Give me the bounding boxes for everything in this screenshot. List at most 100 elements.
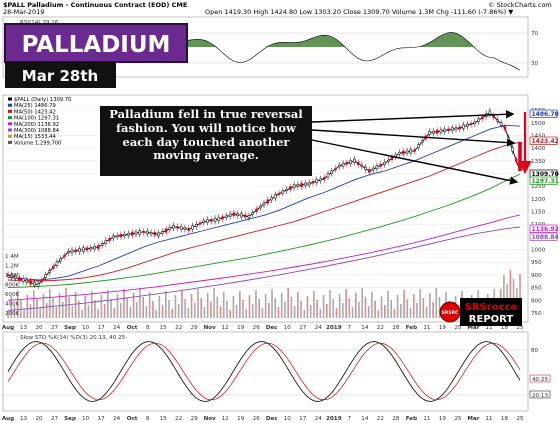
x-tick-label: 28: [392, 325, 400, 331]
volume-bar: [100, 295, 103, 318]
volume-bar: [132, 293, 135, 318]
candle-body: [454, 127, 458, 130]
volume-bar: [319, 309, 322, 318]
candle-body: [97, 245, 100, 249]
volume-bar: [358, 302, 360, 318]
candle-body: [194, 223, 198, 227]
candle-body: [443, 128, 446, 133]
candle-body: [432, 130, 435, 134]
x-tick-label: 18: [501, 325, 509, 331]
x-tick-label: 24: [113, 416, 121, 422]
legend-entry: MA(25) 1486.79: [14, 103, 56, 109]
candle-body: [127, 233, 130, 236]
volume-bar: [16, 291, 19, 318]
candle-body: [21, 278, 25, 282]
candle-body: [112, 235, 115, 239]
candle-body: [104, 240, 108, 244]
candle-body: [300, 182, 303, 187]
x-tick-label: 11: [485, 325, 493, 331]
volume-bar: [309, 305, 312, 318]
volume-bar: [229, 310, 231, 318]
volume-bar: [274, 298, 277, 318]
candle-body: [450, 127, 454, 131]
volume-bar: [107, 290, 109, 318]
candle-body: [496, 119, 499, 122]
moving-average-line: [7, 124, 521, 281]
watermark: © StockCharts.com: [488, 1, 552, 9]
y-tick-label: 1450: [531, 133, 546, 139]
candle-body: [270, 197, 273, 201]
volume-bar: [222, 292, 225, 318]
volume-bar: [409, 308, 412, 318]
candle-body: [304, 182, 307, 186]
logo-badge: SRSRC: [442, 310, 459, 316]
x-tick-label: Oct: [127, 416, 138, 422]
volume-bar: [322, 295, 325, 318]
price-tag: 1297.31: [532, 178, 559, 185]
volume-bar: [438, 297, 441, 318]
volume-bar: [306, 296, 309, 318]
volume-bar: [45, 303, 48, 318]
annotation-box: Palladium fell in true reversal fashion.…: [100, 106, 312, 176]
volume-bar: [261, 308, 264, 318]
candle-body: [123, 233, 126, 237]
candle-body: [511, 147, 514, 152]
volume-bar: [248, 295, 251, 318]
candle-body: [251, 212, 254, 215]
volume-bar: [313, 291, 315, 318]
moving-average-line: [7, 173, 521, 289]
volume-bar: [419, 289, 421, 318]
candle-body: [364, 166, 367, 171]
x-tick-label: 13: [20, 325, 28, 331]
x-tick-label: 27: [51, 416, 59, 422]
candle-body: [74, 249, 78, 253]
volume-bar: [325, 304, 328, 318]
volume-bar: [416, 303, 418, 318]
x-tick-label: 26: [253, 416, 261, 422]
x-tick-label: 22: [377, 416, 384, 422]
x-tick-label: 15: [160, 325, 168, 331]
candle-body: [115, 235, 119, 238]
x-tick-label: Aug: [2, 416, 14, 422]
y-tick-label: 1000: [531, 248, 546, 254]
candle-body: [206, 219, 209, 223]
candle-body: [514, 158, 518, 162]
volume-bar: [74, 292, 77, 318]
candle-body: [360, 164, 364, 167]
candle-body: [473, 121, 477, 124]
volume-bar: [245, 309, 248, 318]
x-tick-label: Dec: [266, 325, 278, 331]
candle-body-last: [518, 141, 522, 172]
candle-body: [29, 280, 32, 285]
volume-bar: [422, 298, 425, 318]
volume-bar: [268, 303, 270, 318]
candle-body: [503, 126, 507, 130]
candle-body: [285, 188, 288, 192]
x-tick-label: 17: [98, 325, 106, 331]
volume-bar: [200, 298, 203, 318]
candle-body: [458, 126, 462, 130]
price-tag-box: [529, 224, 558, 233]
x-tick-label: 2019: [326, 416, 342, 422]
y-tick-label: 1400: [531, 146, 546, 152]
candle-body: [390, 156, 394, 160]
x-tick-label: Sep: [64, 325, 76, 331]
sto-d-line: [7, 342, 521, 401]
y-tick-label: 750: [531, 311, 542, 317]
volume-bar: [364, 297, 367, 318]
candle-body: [142, 230, 145, 233]
legend-entry: MA(15) 1533.44: [14, 134, 56, 140]
moving-average-line: [7, 141, 521, 282]
candle-body: [44, 274, 47, 278]
price-tag: 1423.42: [532, 138, 559, 145]
price-tag: 1486.70: [532, 111, 559, 118]
candle-body: [176, 226, 179, 229]
volume-bar: [287, 288, 289, 318]
x-tick-label: 10: [82, 325, 90, 331]
logo-bottom: REPORT: [469, 314, 514, 325]
volume-bar: [371, 292, 373, 318]
candle-body: [55, 261, 59, 266]
candle-body: [292, 184, 296, 189]
x-tick-label: 24: [315, 416, 323, 422]
volume-bar: [503, 275, 505, 318]
